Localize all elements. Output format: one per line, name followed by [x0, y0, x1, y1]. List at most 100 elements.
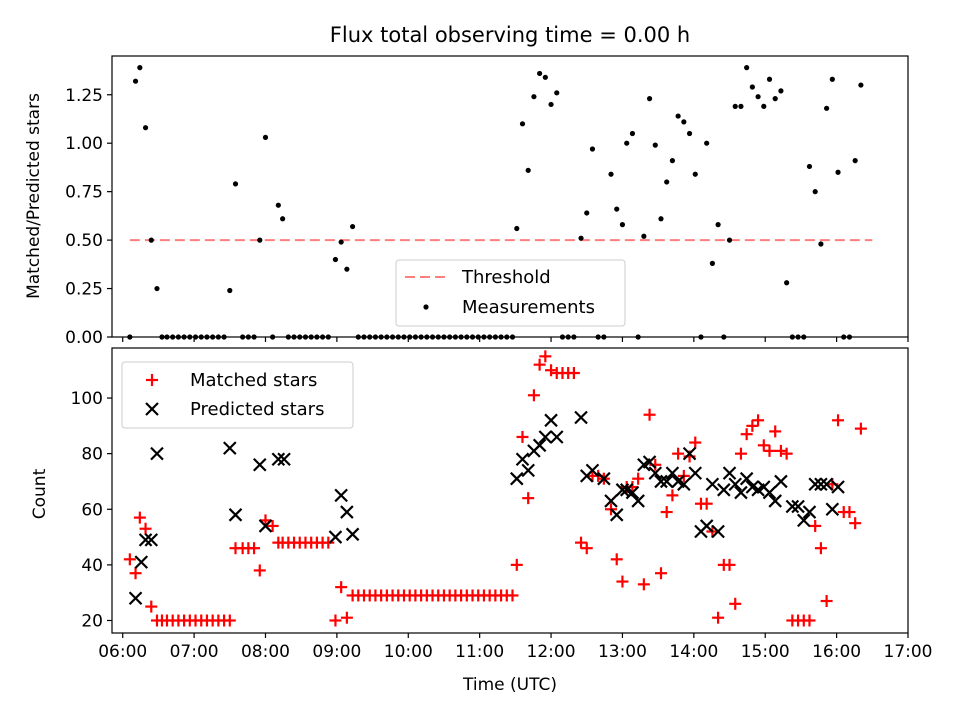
matched-point: [820, 595, 833, 608]
matched-point: [139, 522, 152, 535]
matched-point: [666, 489, 679, 502]
measurement-point: [709, 260, 715, 266]
predicted-point: [688, 466, 703, 480]
predicted-point: [814, 477, 828, 492]
measurement-point: [154, 285, 160, 292]
measurement-point: [675, 113, 681, 119]
top-panel: 0.00 0.25 0.50 0.75 1.00 1.25 Matched/Predict…: [24, 55, 909, 348]
matched-point: [654, 567, 667, 580]
predicted-points: [128, 410, 845, 606]
matched-point: [757, 439, 770, 452]
measurement-point: [132, 78, 139, 84]
matched-point: [712, 611, 725, 624]
predicted-point: [654, 474, 668, 489]
matched-point: [769, 425, 782, 438]
predicted-point: [345, 527, 360, 542]
x-tick-label: 12:00: [527, 642, 576, 662]
bottom-panel: 20 40 60 80 100 06:00 07:00 08:00 09:00 10:00 11:…: [30, 347, 933, 695]
measurement-point: [554, 90, 560, 96]
measurement-point: [686, 130, 693, 137]
legend-predicted-label: Predicted stars: [190, 399, 324, 420]
top-y-tick-label: 0.75: [65, 183, 103, 203]
predicted-point: [258, 519, 273, 533]
top-y-tick-label: 1.00: [65, 134, 103, 154]
legend-matched-swatch: [146, 374, 158, 386]
predicted-point: [134, 555, 149, 569]
bottom-y-tick-label: 80: [81, 445, 103, 465]
predicted-point: [144, 533, 159, 547]
top-ylabel: Matched/Predicted stars: [24, 93, 44, 299]
bottom-legend: Matched stars Predicted stars: [121, 361, 354, 429]
predicted-point: [544, 413, 558, 428]
predicted-point: [825, 502, 840, 517]
matched-point: [340, 611, 353, 624]
predicted-point: [699, 519, 714, 533]
measurement-point: [852, 158, 858, 164]
measurement-point: [829, 76, 835, 82]
matched-point: [322, 536, 335, 549]
matched-point: [610, 553, 623, 566]
legend-predicted-swatch: [145, 402, 159, 416]
predicted-point: [223, 441, 237, 455]
matched-point: [752, 414, 765, 427]
matched-point: [248, 542, 261, 555]
measurement-point: [548, 101, 554, 108]
measurement-point: [584, 210, 590, 216]
measurement-point: [344, 266, 350, 272]
x-axis-label: Time (UTC): [462, 675, 557, 695]
x-tick-label: 10:00: [384, 642, 433, 662]
measurement-point: [704, 140, 710, 146]
predicted-point: [150, 446, 164, 461]
measurement-point: [262, 134, 269, 140]
predicted-point: [549, 430, 564, 444]
measurement-point: [589, 146, 596, 152]
x-tick-label: 13:00: [598, 642, 647, 662]
matched-point: [133, 511, 146, 524]
matched-point: [740, 428, 753, 441]
matched-point: [223, 614, 236, 627]
measurement-point: [537, 70, 543, 77]
predicted-point: [340, 505, 354, 519]
matched-point: [672, 447, 685, 460]
measurement-point: [726, 237, 733, 243]
matched-point: [632, 472, 645, 485]
measurement-point: [732, 103, 738, 109]
measurement-point: [824, 105, 830, 111]
measurement-point: [525, 167, 531, 173]
measurement-point: [624, 140, 630, 146]
bottom-y-tick-label: 100: [71, 389, 103, 409]
matched-point: [527, 389, 540, 402]
measurement-point: [818, 241, 824, 247]
matched-point: [335, 581, 348, 594]
measurement-point: [784, 280, 790, 286]
measurement-point: [542, 74, 548, 80]
x-tick-label: 14:00: [669, 642, 718, 662]
measurement-point: [641, 233, 647, 239]
measurement-point: [578, 235, 584, 241]
measurement-point: [778, 88, 784, 94]
predicted-point: [659, 474, 674, 489]
predicted-point: [597, 471, 611, 486]
measurement-point: [738, 103, 744, 109]
measurement-point: [137, 65, 143, 71]
matched-point: [123, 553, 136, 566]
measurement-point: [227, 287, 233, 294]
measurement-point: [646, 96, 653, 102]
chart-title: Flux total observing time = 0.00 h: [330, 23, 690, 47]
top-axes-frame: [111, 55, 909, 338]
x-tick-label: 11:00: [455, 642, 504, 662]
predicted-point: [802, 505, 817, 519]
measurement-point: [755, 94, 761, 100]
predicted-point: [532, 438, 547, 453]
matched-point: [253, 564, 266, 577]
measurement-point: [658, 216, 664, 222]
top-y-tick-label: 1.25: [65, 86, 103, 106]
measurement-point: [664, 179, 670, 185]
bottom-y-tick-label: 60: [81, 500, 103, 520]
predicted-point: [615, 483, 630, 497]
measurement-point: [142, 125, 149, 131]
legend-matched-label: Matched stars: [190, 370, 317, 391]
predicted-point: [819, 477, 834, 492]
measurement-point: [614, 206, 620, 212]
matched-point: [746, 419, 759, 432]
